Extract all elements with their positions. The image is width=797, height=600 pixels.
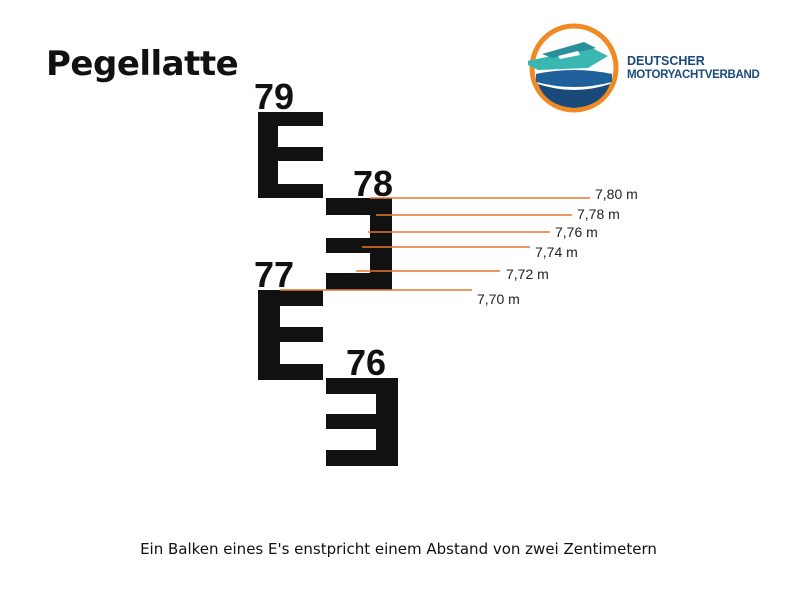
staff-e-76 [326,378,398,466]
staff-number-76: 76 [346,342,386,383]
brand-line-1: DEUTSCHER [627,54,705,68]
reading-label: 7,72 m [506,266,549,282]
reading-markers: 7,80 m 7,78 m 7,76 m 7,74 m 7,72 m 7,70 m [280,186,638,307]
staff-e-79 [258,112,323,198]
reading-label: 7,70 m [477,291,520,307]
staff-number-77: 77 [254,254,294,295]
reading-label: 7,78 m [577,206,620,222]
staff-e-77 [258,290,323,380]
page-title: Pegellatte [46,44,239,84]
caption: Ein Balken eines E's enstpricht einem Ab… [140,540,657,558]
staff-number-78: 78 [353,163,393,204]
staff-e-78 [326,198,392,290]
reading-label: 7,76 m [555,224,598,240]
reading-label: 7,80 m [595,186,638,202]
reading-label: 7,74 m [535,244,578,260]
brand-line-2: MOTORYACHTVERBAND [627,69,760,81]
motoryacht-logo [528,23,619,113]
staff-number-79: 79 [254,76,294,117]
brand-name: DEUTSCHER MOTORYACHTVERBAND [627,54,760,82]
